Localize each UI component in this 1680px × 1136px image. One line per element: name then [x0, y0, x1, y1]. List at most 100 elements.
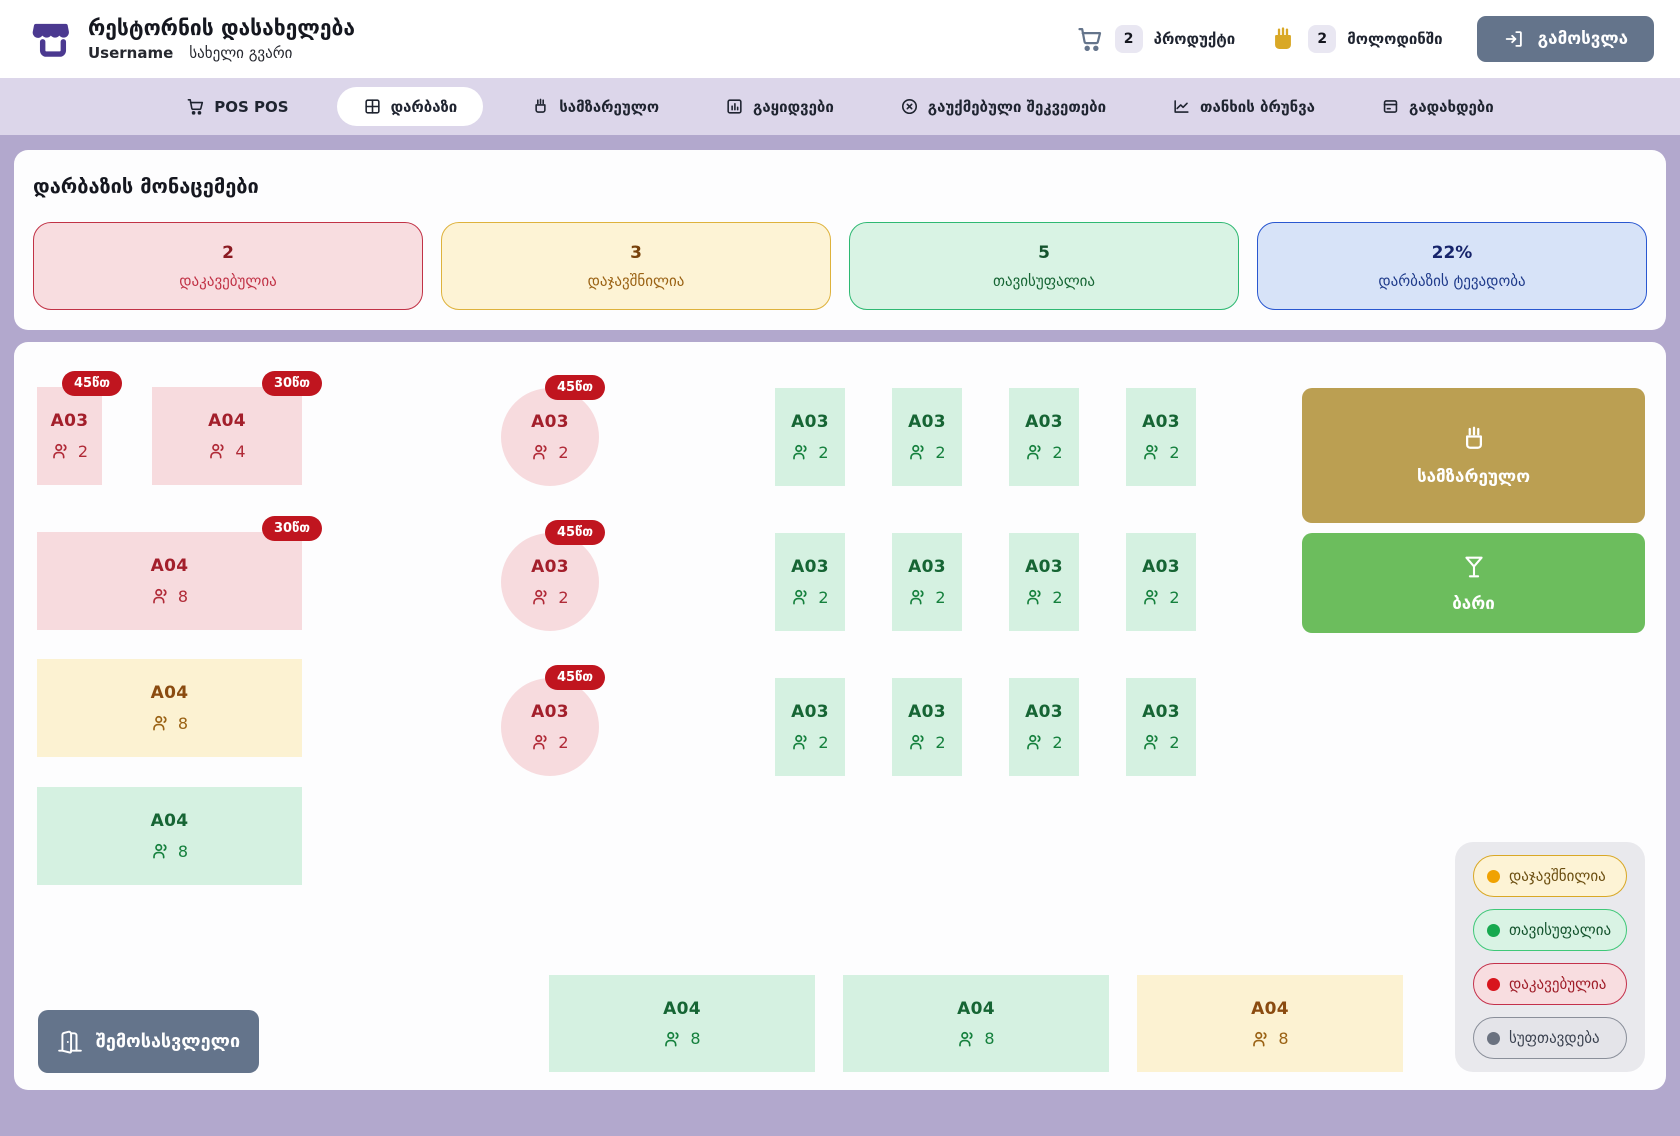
table-guests: 2: [1025, 732, 1063, 752]
table-name: A03: [50, 411, 89, 431]
free-dot-icon: [1487, 923, 1500, 937]
table-guests: 2: [1025, 442, 1063, 462]
table-guest-count: 2: [1169, 732, 1180, 752]
free-label: თავისუფალია: [992, 271, 1096, 290]
people-icon: [53, 443, 67, 459]
floor-table[interactable]: A04 8: [37, 659, 302, 757]
table-name: A03: [1142, 702, 1180, 722]
table-guest-count: 2: [1052, 732, 1063, 752]
people-icon: [1027, 734, 1041, 750]
people-icon: [793, 444, 807, 460]
sales-chart-icon: [727, 99, 742, 114]
nav-item-sales[interactable]: გაყიდვები: [707, 87, 852, 126]
table-guests: 2: [791, 732, 829, 752]
logout-button[interactable]: გამოსვლა: [1476, 16, 1654, 62]
table-guest-count: 2: [558, 732, 569, 752]
entrance-label: შემოსასვლელი: [95, 1031, 241, 1052]
nav-item-hall[interactable]: დარბაზი: [336, 87, 484, 126]
pending-basket-icon: [1275, 27, 1292, 50]
people-icon: [533, 589, 547, 605]
table-name: A04: [150, 683, 189, 703]
table-guest-count: 8: [177, 841, 189, 861]
door-open-icon: [58, 1030, 82, 1053]
hall-stats-title: დარბაზის მონაცემები: [33, 174, 259, 198]
floor-table[interactable]: A03 2: [1009, 678, 1079, 776]
floor-table[interactable]: A04 8: [37, 787, 302, 885]
floor-table[interactable]: 45წთ A03 2: [501, 375, 605, 486]
reserved-count: 3: [630, 242, 642, 263]
floor-table[interactable]: A03 2: [892, 388, 962, 486]
status-legend: დაჯავშნილია თავისუფალია დაკავებულია სუფთ…: [1455, 842, 1645, 1072]
floor-table[interactable]: A03 2: [1009, 388, 1079, 486]
floor-table[interactable]: A03 2: [892, 678, 962, 776]
nav-item-cash-turnover[interactable]: თანხის ბრუნვა: [1154, 87, 1333, 126]
occupied-count: 2: [222, 242, 234, 263]
table-guest-count: 2: [77, 441, 89, 461]
floor-table[interactable]: 30წთ A04 8: [37, 516, 322, 630]
floor-table[interactable]: A03 2: [775, 678, 845, 776]
grid-icon: [364, 99, 380, 114]
floor-table[interactable]: A04 8: [549, 975, 815, 1072]
nav-item-kitchen[interactable]: სამზარეულო: [513, 87, 677, 126]
people-icon: [910, 444, 924, 460]
free-count: 5: [1038, 242, 1050, 263]
floor-table[interactable]: A04 8: [843, 975, 1109, 1072]
people-icon: [910, 734, 924, 750]
floor-table[interactable]: 45წთ A03 2: [501, 520, 605, 631]
title-block: რესტორნის დასახელება Username სახელი გვა…: [88, 16, 355, 61]
floor-table[interactable]: A03 2: [892, 533, 962, 631]
main-nav: POS POS დარბაზი სამზარეულო გაყიდვები გაუ…: [0, 78, 1680, 135]
table-guest-count: 8: [690, 1029, 701, 1048]
table-guest-count: 2: [935, 587, 946, 607]
table-guest-count: 8: [177, 586, 189, 606]
pending-count-badge: 2: [1308, 25, 1337, 53]
pending-orders-counter[interactable]: 2 მოლოდინში: [1269, 25, 1443, 53]
people-icon: [1027, 589, 1041, 605]
martini-glass-icon: [1464, 556, 1483, 577]
people-icon: [793, 734, 807, 750]
cart-products-counter[interactable]: 2 პროდუქტი: [1076, 25, 1236, 53]
table-name: A03: [1025, 702, 1063, 722]
nav-item-payments[interactable]: გადახდები: [1363, 87, 1512, 126]
nav-item-cancelled-orders[interactable]: გაუქმებული შეკვეთები: [882, 87, 1124, 126]
table-guests: 2: [531, 442, 569, 462]
floor-table[interactable]: A03 2: [775, 533, 845, 631]
products-label: პროდუქტი: [1153, 30, 1236, 48]
kitchen-label: სამზარეულო: [1416, 467, 1531, 487]
floor-table[interactable]: 45წთ A03 2: [37, 371, 122, 485]
table-guest-count: 2: [558, 587, 569, 607]
table-name: A03: [531, 702, 569, 722]
bar-zone: ბარი: [1302, 533, 1645, 633]
table-time-badge: 45წთ: [544, 665, 605, 690]
floor-table[interactable]: A03 2: [1126, 388, 1196, 486]
floor-area: 45წთ A03 2 30წთ A04 4 30წთ A04: [14, 342, 1666, 1090]
table-name: A03: [1142, 412, 1180, 432]
table-name: A03: [791, 412, 829, 432]
table-guests: 2: [1142, 732, 1180, 752]
table-guests: 8: [663, 1029, 701, 1049]
people-icon: [1144, 734, 1158, 750]
table-guest-count: 2: [1169, 587, 1180, 607]
kitchen-zone: სამზარეულო: [1302, 388, 1645, 523]
stat-card-reserved: 3 დაჯავშნილია: [441, 222, 831, 310]
bar-label: ბარი: [1452, 593, 1495, 614]
table-guests: 2: [908, 587, 946, 607]
nav-item-pos[interactable]: POS POS: [168, 87, 306, 126]
floor-table[interactable]: A03 2: [775, 388, 845, 486]
table-guest-count: 2: [558, 442, 569, 462]
capacity-label: დარბაზის ტევადობა: [1378, 271, 1526, 290]
floor-table[interactable]: A03 2: [1126, 533, 1196, 631]
floor-table[interactable]: A04 8: [1137, 975, 1403, 1072]
table-guests: 2: [531, 587, 569, 607]
entrance-zone: შემოსასვლელი: [38, 1010, 259, 1073]
floor-table[interactable]: A03 2: [1009, 533, 1079, 631]
floor-table[interactable]: 30წთ A04 4: [152, 371, 322, 485]
capacity-percent: 22%: [1431, 242, 1473, 263]
people-icon: [665, 1031, 679, 1046]
floor-table[interactable]: 45წთ A03 2: [501, 665, 605, 776]
people-icon: [153, 843, 167, 859]
table-time-badge: 30წთ: [261, 371, 322, 396]
floor-table[interactable]: A03 2: [1126, 678, 1196, 776]
table-guest-count: 2: [1169, 442, 1180, 462]
cart-icon: [187, 98, 204, 115]
